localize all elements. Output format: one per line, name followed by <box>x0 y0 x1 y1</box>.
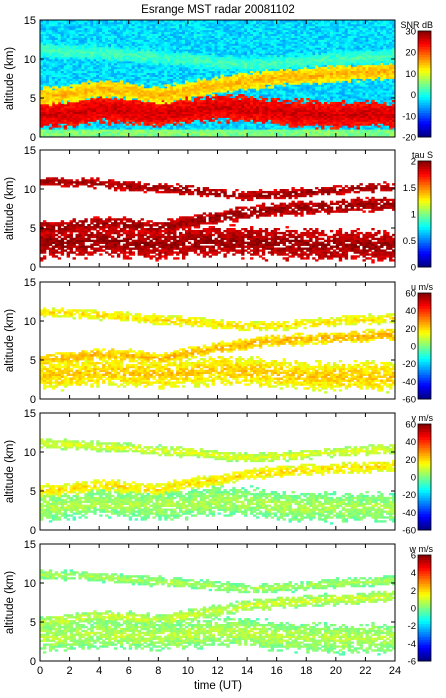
colorbar-tick-label: -40 <box>402 508 416 519</box>
y-axis-title: altitude (km) <box>4 177 16 240</box>
x-tick-label: 10 <box>182 665 194 677</box>
x-tick-label: 22 <box>359 665 371 677</box>
colorbar-tick-label: -2 <box>408 621 416 632</box>
colorbar-tick-label: -20 <box>402 359 416 370</box>
x-axis-title: time (UT) <box>194 680 242 692</box>
colorbar-tick-label: -60 <box>402 526 416 537</box>
x-tick-label: 20 <box>330 665 342 677</box>
colorbar-tick-label: -20 <box>402 133 416 144</box>
y-tick-label: 5 <box>30 93 36 105</box>
colorbar-tick-label: -6 <box>408 657 416 668</box>
y-tick-label: 10 <box>24 54 36 66</box>
colorbar-tick-label: 0 <box>411 90 416 101</box>
echo-layer-3 <box>40 438 395 462</box>
echo-layer-3 <box>40 177 395 201</box>
colorbar-tick-label: 30 <box>405 27 416 38</box>
colorbar-tick-label: 2 <box>411 586 416 597</box>
y-tick-label: 0 <box>30 262 36 274</box>
y-tick-label: 10 <box>24 447 36 459</box>
colorbar-tick-label: 0 <box>411 473 416 484</box>
x-tick-label: 24 <box>389 665 401 677</box>
y-tick-label: 15 <box>24 539 36 551</box>
colorbar-tick-label: 0 <box>411 604 416 615</box>
y-tick-label: 5 <box>30 355 36 367</box>
colorbar-tick-label: 0.5 <box>403 236 416 247</box>
colorbar-tick-label: 60 <box>405 420 416 431</box>
y-tick-label: 10 <box>24 184 36 196</box>
colorbar-tick-label: 40 <box>405 437 416 448</box>
y-tick-label: 5 <box>30 223 36 235</box>
x-tick-label: 12 <box>211 665 223 677</box>
heatmap-field-v <box>40 438 395 524</box>
y-tick-label: 10 <box>24 316 36 328</box>
y-tick-label: 15 <box>24 408 36 420</box>
y-axis-title: altitude (km) <box>4 440 16 503</box>
x-tick-label: 4 <box>96 665 102 677</box>
x-tick-label: 18 <box>300 665 312 677</box>
colorbar-tick-label: -4 <box>408 639 416 650</box>
y-axis-title: altitude (km) <box>4 47 16 110</box>
colorbar-tick-label: 20 <box>405 324 416 335</box>
colorbar-tick-label: 0 <box>411 263 416 274</box>
y-tick-label: 0 <box>30 132 36 144</box>
colorbar-tick-label: 10 <box>405 69 416 80</box>
colorbar-tick-label: 0 <box>411 342 416 353</box>
figure-title: Esrange MST radar 20081102 <box>141 4 295 16</box>
colorbar-tick-label: -10 <box>402 111 416 122</box>
colorbar-tick-label: -40 <box>402 377 416 388</box>
echo-layer-3 <box>40 569 395 593</box>
colorbar-tau: tau S21.510.50 <box>403 150 433 274</box>
heatmap-field-snr <box>40 20 395 137</box>
colorbar-tick-label: -20 <box>402 490 416 501</box>
colorbar-tick-label: 20 <box>405 455 416 466</box>
x-tick-label: 16 <box>271 665 283 677</box>
x-tick-label: 8 <box>155 665 161 677</box>
y-tick-label: 15 <box>24 277 36 289</box>
colorbar-tick-label: 4 <box>411 568 416 579</box>
x-tick-label: 0 <box>37 665 43 677</box>
y-tick-label: 15 <box>24 145 36 157</box>
colorbar-tick-label: 1.5 <box>403 183 416 194</box>
colorbar-tick-label: 6 <box>411 551 416 562</box>
y-tick-label: 0 <box>30 525 36 537</box>
y-axis-title: altitude (km) <box>4 309 16 372</box>
y-axis-title: altitude (km) <box>4 571 16 634</box>
heatmap-field-tau <box>40 177 395 263</box>
y-tick-label: 0 <box>30 394 36 406</box>
y-tick-label: 5 <box>30 486 36 498</box>
x-tick-label: 14 <box>241 665 253 677</box>
colorbar-tick-label: 60 <box>405 289 416 300</box>
y-tick-label: 5 <box>30 617 36 629</box>
echo-layer-1 <box>40 485 395 524</box>
heatmap-field-u <box>40 307 395 393</box>
y-tick-label: 0 <box>30 656 36 668</box>
colorbar-tick-label: 20 <box>405 48 416 59</box>
x-tick-label: 6 <box>126 665 132 677</box>
x-tick-label: 2 <box>67 665 73 677</box>
colorbar-tick-label: 1 <box>411 210 416 221</box>
echo-layer-3 <box>40 307 395 331</box>
colorbar-tick-label: -60 <box>402 395 416 406</box>
y-tick-label: 10 <box>24 578 36 590</box>
colorbar-tick-label: 2 <box>411 157 416 168</box>
heatmap-field-w <box>40 569 395 655</box>
y-tick-label: 15 <box>24 15 36 27</box>
colorbar-tick-label: 40 <box>405 306 416 317</box>
